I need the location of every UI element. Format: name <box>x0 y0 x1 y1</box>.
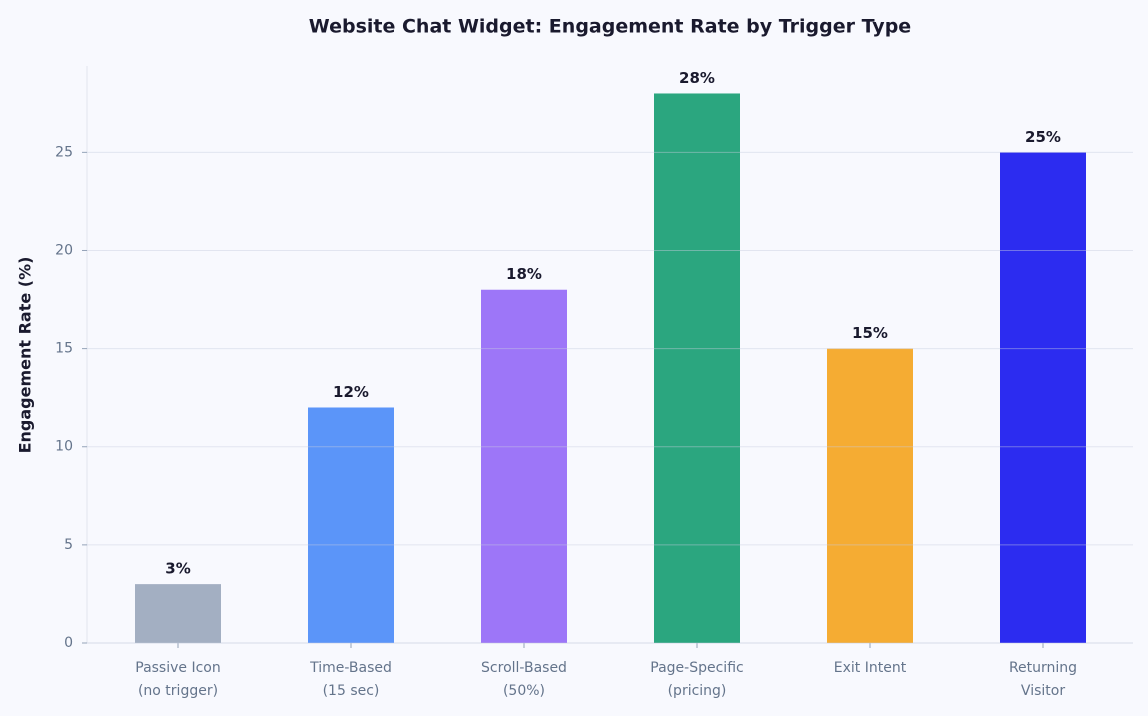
bar <box>135 584 221 643</box>
value-label: 28% <box>679 69 715 87</box>
bar <box>827 348 913 643</box>
y-tick-label: 25 <box>55 144 73 160</box>
x-tick-label: Scroll-Based (50%) <box>481 660 567 699</box>
bar <box>481 289 567 643</box>
bar <box>654 93 740 643</box>
bar <box>1000 152 1086 643</box>
value-label: 15% <box>852 324 888 342</box>
y-tick-label: 0 <box>64 635 73 651</box>
y-axis-label: Engagement Rate (%) <box>16 257 35 454</box>
x-tick-label: Returning Visitor <box>1009 660 1077 699</box>
y-tick-label: 5 <box>64 537 73 553</box>
chart-title: Website Chat Widget: Engagement Rate by … <box>309 16 911 38</box>
x-tick-label: Time-Based (15 sec) <box>309 660 392 699</box>
bar <box>308 407 394 643</box>
y-tick-label: 10 <box>55 439 73 455</box>
x-tick-label: Page-Specific (pricing) <box>650 660 743 699</box>
y-tick-label: 20 <box>55 242 73 258</box>
value-label: 12% <box>333 383 369 401</box>
value-label: 25% <box>1025 128 1061 146</box>
value-label: 18% <box>506 265 542 283</box>
y-tick-label: 15 <box>55 341 73 357</box>
x-tick-label: Passive Icon (no trigger) <box>135 660 220 699</box>
x-tick-label: Exit Intent <box>834 660 907 676</box>
value-label: 3% <box>165 560 190 578</box>
